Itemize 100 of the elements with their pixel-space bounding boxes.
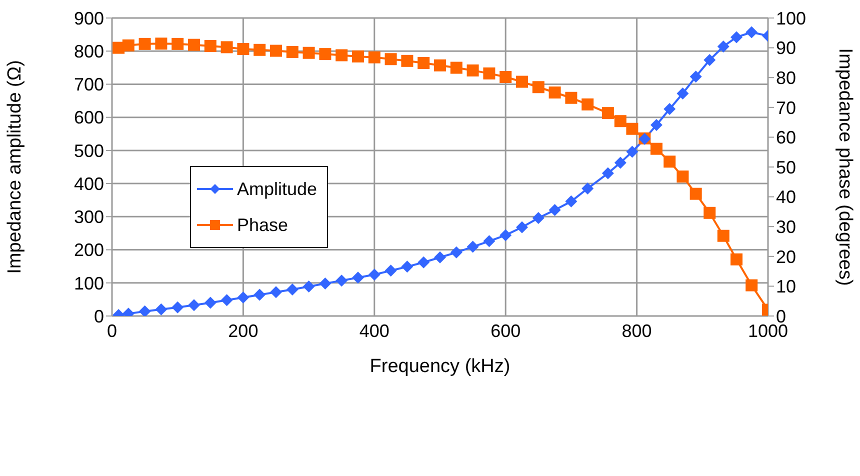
point xyxy=(730,31,743,44)
y-tick-label: 0 xyxy=(94,306,104,326)
point xyxy=(548,204,561,216)
point xyxy=(204,40,216,52)
point xyxy=(582,182,594,195)
point xyxy=(368,51,380,64)
point xyxy=(690,188,702,200)
legend-label: Phase xyxy=(237,214,288,236)
point xyxy=(237,291,250,304)
point xyxy=(450,246,462,258)
point xyxy=(516,76,528,88)
point xyxy=(434,251,446,264)
point xyxy=(368,268,380,281)
point xyxy=(319,278,332,290)
point xyxy=(352,272,364,284)
point xyxy=(500,71,512,84)
point xyxy=(466,64,479,76)
point xyxy=(450,62,462,74)
x-tick-label: 0 xyxy=(106,320,118,341)
point xyxy=(204,296,216,309)
y-tick-label: 700 xyxy=(74,74,104,95)
point xyxy=(565,92,578,104)
point xyxy=(548,86,561,98)
point xyxy=(483,235,496,248)
y2-axis-title: Impedance phase (degrees) xyxy=(834,48,856,286)
point xyxy=(626,146,638,158)
y2-tick-label: 70 xyxy=(776,98,796,118)
point xyxy=(188,299,200,312)
point xyxy=(336,274,348,287)
point xyxy=(155,38,168,50)
point xyxy=(336,49,348,62)
y-tick-label: 600 xyxy=(74,108,104,128)
point xyxy=(401,260,414,273)
y2-tick-label: 80 xyxy=(776,68,796,88)
point xyxy=(532,212,544,224)
point xyxy=(138,38,151,50)
point xyxy=(730,253,743,266)
y2-tick-label: 10 xyxy=(776,276,796,297)
point xyxy=(690,70,702,83)
point xyxy=(302,46,315,59)
y-tick-label: 400 xyxy=(74,174,104,194)
y2-tick-label: 90 xyxy=(776,38,796,58)
point xyxy=(319,48,332,60)
point xyxy=(220,41,233,54)
point xyxy=(602,107,614,120)
y2-tick-label: 100 xyxy=(776,8,806,28)
y-axis-title: Impedance amplitude (Ω) xyxy=(4,60,26,274)
y2-tick-label: 40 xyxy=(776,187,796,208)
point xyxy=(188,38,200,51)
x-tick-label: 200 xyxy=(228,320,258,341)
point xyxy=(500,229,512,242)
point xyxy=(401,54,414,67)
y-tick-label: 300 xyxy=(74,207,104,228)
y2-tick-label: 20 xyxy=(776,246,796,267)
point xyxy=(565,195,578,208)
point xyxy=(286,46,298,58)
point xyxy=(483,67,496,80)
y-tick-label: 900 xyxy=(74,8,104,28)
point xyxy=(220,294,233,306)
point xyxy=(155,303,168,316)
x-tick-label: 800 xyxy=(622,320,652,341)
point xyxy=(172,38,184,50)
point xyxy=(172,301,184,314)
legend-label: Amplitude xyxy=(237,178,318,200)
point xyxy=(122,39,134,52)
point xyxy=(434,59,446,72)
point xyxy=(717,230,730,242)
point xyxy=(704,54,716,66)
point xyxy=(746,26,758,38)
point xyxy=(286,284,298,296)
point xyxy=(746,279,758,292)
y-tick-label: 100 xyxy=(74,273,104,294)
point xyxy=(138,305,151,316)
point xyxy=(614,115,626,128)
point xyxy=(664,103,676,116)
point xyxy=(384,264,397,277)
point xyxy=(676,170,689,183)
point xyxy=(352,50,364,62)
point xyxy=(532,81,544,94)
point xyxy=(650,118,662,131)
point xyxy=(676,87,689,100)
point xyxy=(650,142,662,155)
y-tick-label: 200 xyxy=(74,240,104,260)
point xyxy=(704,206,716,219)
point xyxy=(418,57,430,69)
point xyxy=(582,98,594,110)
y2-tick-label: 60 xyxy=(776,128,796,148)
point xyxy=(516,221,528,234)
point xyxy=(270,286,282,298)
y-tick-label: 500 xyxy=(74,140,104,161)
y2-tick-label: 30 xyxy=(776,216,796,237)
y-tick-label: 800 xyxy=(74,42,104,62)
point xyxy=(664,156,676,168)
x-tick-label: 600 xyxy=(490,320,521,341)
y2-tick-label: 50 xyxy=(776,157,796,178)
point xyxy=(237,42,250,55)
point xyxy=(384,53,397,66)
point xyxy=(466,240,479,253)
point xyxy=(302,280,315,293)
point xyxy=(717,40,730,52)
